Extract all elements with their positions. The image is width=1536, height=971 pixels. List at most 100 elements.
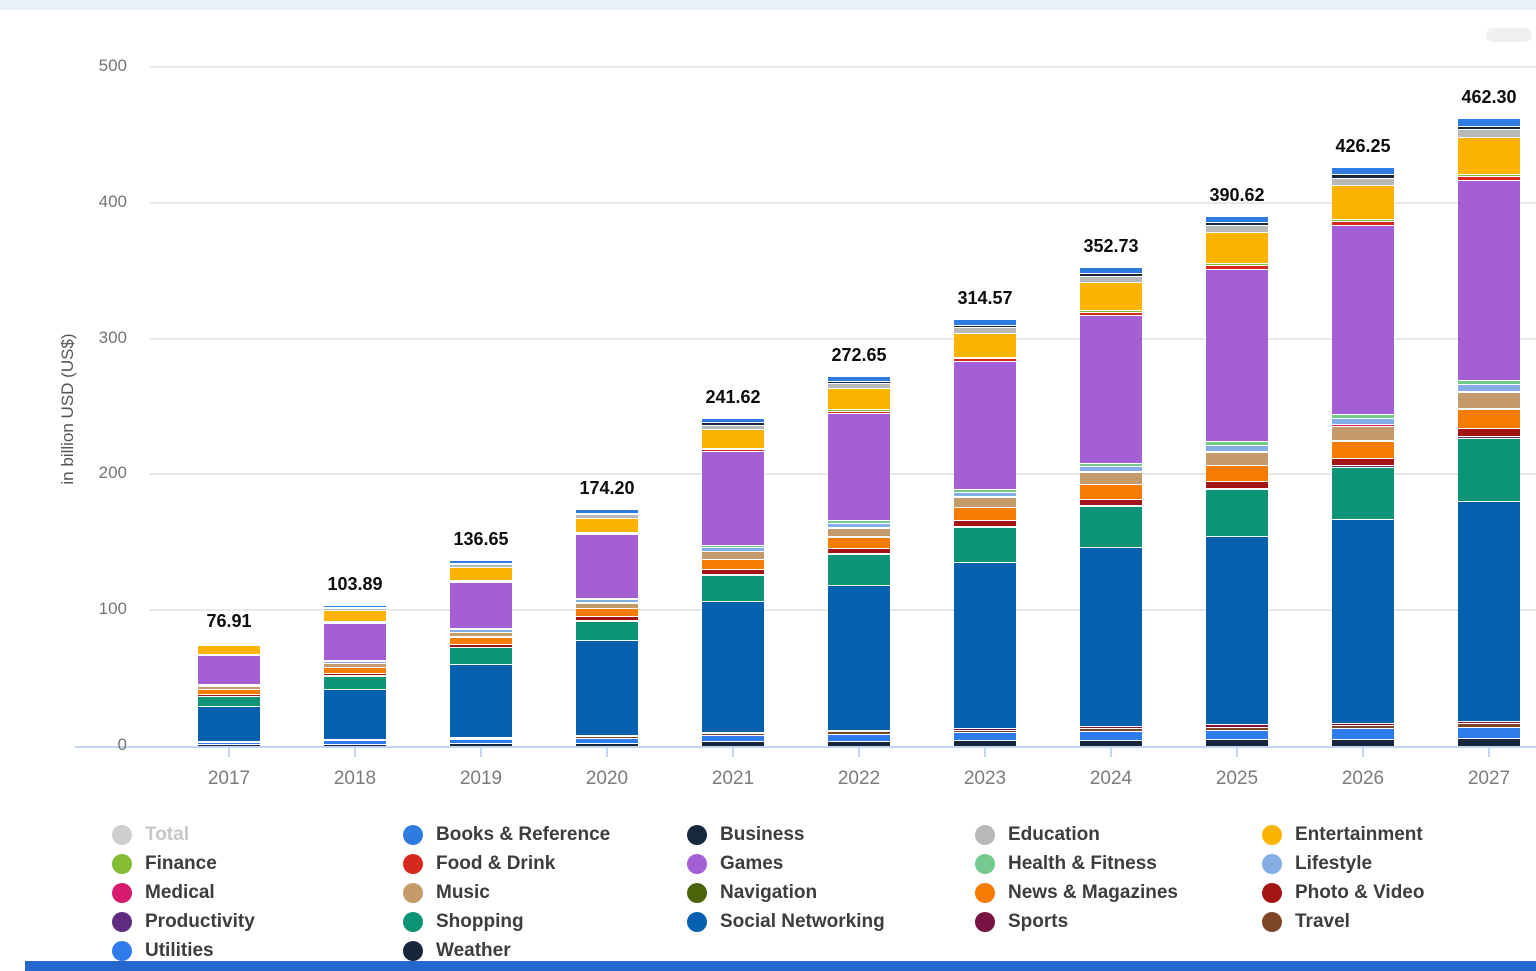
bar-segment-2026-food-drink[interactable] [1332, 220, 1394, 225]
bar-segment-2025-entertainment[interactable] [1206, 232, 1268, 264]
legend-item-health-fitness[interactable]: Health & Fitness [975, 853, 1157, 875]
bar-segment-2025-music[interactable] [1206, 451, 1268, 465]
bar-segment-2026-weather[interactable] [1332, 738, 1394, 746]
bar-segment-2020-lifestyle[interactable] [576, 599, 638, 603]
bar-segment-2024-lifestyle[interactable] [1080, 466, 1142, 472]
bar-segment-2021-food-drink[interactable] [702, 449, 764, 452]
bar-segment-2019-food-drink[interactable] [450, 580, 512, 582]
bar-segment-2025-productivity[interactable] [1206, 487, 1268, 490]
bar-segment-2021-finance[interactable] [702, 448, 764, 450]
bar-segment-2025-health-fitness[interactable] [1206, 441, 1268, 446]
legend-item-navigation[interactable]: Navigation [687, 882, 817, 904]
bar-segment-2025-utilities[interactable] [1206, 729, 1268, 740]
bar-segment-2017-social-networking[interactable] [198, 705, 260, 741]
bar-segment-2018-weather[interactable] [324, 743, 386, 746]
bar-segment-2023-business[interactable] [954, 324, 1016, 328]
bar-segment-2026-books-reference[interactable] [1332, 167, 1394, 175]
legend-item-travel[interactable]: Travel [1262, 911, 1350, 933]
bar-segment-2022-games[interactable] [828, 412, 890, 520]
bar-segment-2025-books-reference[interactable] [1206, 215, 1268, 223]
bar-segment-2027-sports[interactable] [1458, 720, 1520, 724]
bar-segment-2020-health-fitness[interactable] [576, 597, 638, 600]
bar-segment-2021-books-reference[interactable] [702, 417, 764, 423]
bar-segment-2017-health-fitness[interactable] [198, 683, 260, 685]
bar-segment-2017-food-drink[interactable] [198, 654, 260, 655]
bar-segment-2024-social-networking[interactable] [1080, 547, 1142, 727]
bar-segment-2020-travel[interactable] [576, 736, 638, 738]
bar-segment-2018-food-drink[interactable] [324, 621, 386, 623]
bar-segment-2027-games[interactable] [1458, 179, 1520, 381]
bar-segment-2019-shopping[interactable] [450, 647, 512, 664]
bar-segment-2027-social-networking[interactable] [1458, 500, 1520, 721]
bar-segment-2024-travel[interactable] [1080, 728, 1142, 731]
bar-segment-2023-news-magazines[interactable] [954, 507, 1016, 521]
bar-segment-2023-health-fitness[interactable] [954, 488, 1016, 492]
bar-segment-2019-games[interactable] [450, 581, 512, 628]
bar-segment-2021-health-fitness[interactable] [702, 544, 764, 547]
bar-segment-2026-health-fitness[interactable] [1332, 414, 1394, 419]
bar-segment-2024-entertainment[interactable] [1080, 282, 1142, 311]
bar-segment-2018-books-reference[interactable] [324, 604, 386, 608]
bar-segment-2027-books-reference[interactable] [1458, 118, 1520, 126]
legend-item-finance[interactable]: Finance [112, 853, 217, 875]
bar-segment-2020-books-reference[interactable] [576, 509, 638, 513]
bar-segment-2018-news-magazines[interactable] [324, 666, 386, 673]
bar-segment-2020-news-magazines[interactable] [576, 608, 638, 617]
bar-segment-2019-books-reference[interactable] [450, 560, 512, 564]
bar-segment-2022-business[interactable] [828, 380, 890, 384]
bar-segment-2026-games[interactable] [1332, 224, 1394, 415]
bar-segment-2024-weather[interactable] [1080, 739, 1142, 746]
bar-segment-2021-shopping[interactable] [702, 574, 764, 602]
bar-segment-2023-food-drink[interactable] [954, 358, 1016, 361]
bar-segment-2019-social-networking[interactable] [450, 663, 512, 738]
bar-segment-2018-games[interactable] [324, 622, 386, 661]
bar-segment-2024-food-drink[interactable] [1080, 311, 1142, 315]
bar-segment-2021-utilities[interactable] [702, 734, 764, 742]
bar-segment-2023-sports[interactable] [954, 728, 1016, 730]
bar-segment-2025-sports[interactable] [1206, 724, 1268, 727]
bar-segment-2025-navigation[interactable] [1206, 464, 1268, 466]
bar-segment-2021-education[interactable] [702, 424, 764, 430]
bar-segment-2024-photo-video[interactable] [1080, 498, 1142, 505]
bar-segment-2021-weather[interactable] [702, 741, 764, 746]
bar-segment-2020-music[interactable] [576, 602, 638, 608]
bar-segment-2024-books-reference[interactable] [1080, 266, 1142, 274]
bar-segment-2018-finance[interactable] [324, 621, 386, 622]
bar-segment-2027-business[interactable] [1458, 125, 1520, 130]
bar-segment-2025-travel[interactable] [1206, 726, 1268, 730]
bar-segment-2023-photo-video[interactable] [954, 520, 1016, 526]
bar-segment-2027-utilities[interactable] [1458, 726, 1520, 739]
legend-item-games[interactable]: Games [687, 853, 783, 875]
bar-segment-2026-productivity[interactable] [1332, 465, 1394, 468]
legend-item-utilities[interactable]: Utilities [112, 940, 214, 962]
bar-segment-2017-photo-video[interactable] [198, 694, 260, 696]
bar-segment-2023-productivity[interactable] [954, 525, 1016, 528]
bar-segment-2022-travel[interactable] [828, 731, 890, 734]
bar-segment-2022-shopping[interactable] [828, 554, 890, 585]
bar-segment-2023-education[interactable] [954, 327, 1016, 333]
bar-segment-2024-news-magazines[interactable] [1080, 484, 1142, 499]
bar-segment-2022-health-fitness[interactable] [828, 519, 890, 523]
bar-segment-2021-medical[interactable] [702, 550, 764, 552]
bar-segment-2026-sports[interactable] [1332, 722, 1394, 725]
bar-segment-2025-social-networking[interactable] [1206, 535, 1268, 725]
bar-segment-2024-productivity[interactable] [1080, 504, 1142, 507]
bar-segment-2020-photo-video[interactable] [576, 616, 638, 620]
bar-segment-2024-health-fitness[interactable] [1080, 462, 1142, 467]
bar-segment-2018-productivity[interactable] [324, 675, 386, 676]
bar-segment-2024-education[interactable] [1080, 276, 1142, 283]
scrollbar-thumb[interactable] [1486, 28, 1532, 42]
bar-segment-2017-utilities[interactable] [198, 741, 260, 745]
bar-segment-2023-shopping[interactable] [954, 527, 1016, 563]
bar-segment-2023-medical[interactable] [954, 496, 1016, 498]
bar-segment-2027-lifestyle[interactable] [1458, 384, 1520, 391]
bar-segment-2026-music[interactable] [1332, 425, 1394, 440]
bar-segment-2024-music[interactable] [1080, 472, 1142, 484]
bar-segment-2018-health-fitness[interactable] [324, 660, 386, 662]
bar-segment-2026-business[interactable] [1332, 174, 1394, 178]
bar-segment-2026-finance[interactable] [1332, 218, 1394, 221]
bar-segment-2021-social-networking[interactable] [702, 601, 764, 732]
bar-segment-2018-social-networking[interactable] [324, 688, 386, 739]
bar-segment-2019-utilities[interactable] [450, 739, 512, 744]
bar-segment-2024-finance[interactable] [1080, 310, 1142, 312]
